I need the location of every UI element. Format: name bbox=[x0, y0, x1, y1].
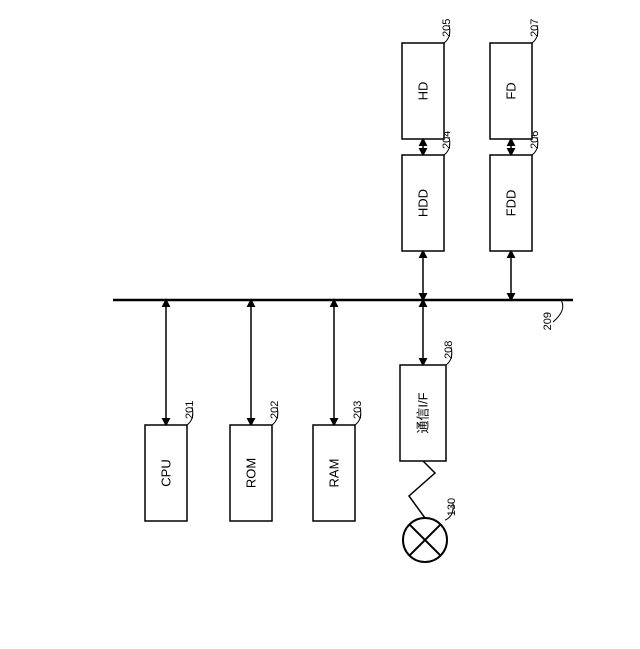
block-ref: 208 bbox=[443, 341, 455, 359]
block-label: ROM bbox=[244, 458, 259, 488]
block-hd: HD 205 bbox=[402, 19, 453, 139]
block-hdd: HDD204 bbox=[402, 131, 453, 251]
block-label: HD bbox=[416, 82, 431, 101]
block-cif: 通信I/F 208 bbox=[400, 341, 455, 461]
network-symbol: 130 bbox=[403, 461, 458, 562]
block-ref: 205 bbox=[441, 19, 453, 37]
network-ref: 130 bbox=[446, 498, 458, 516]
block-label: HDD bbox=[416, 189, 431, 217]
block-fd: FD 207 bbox=[490, 19, 541, 139]
block-label: FDD bbox=[504, 190, 519, 217]
block-label: FD bbox=[504, 82, 519, 99]
block-diagram: 209 CPU201ROM202RAM203HDD204HD205FDD206F… bbox=[0, 0, 640, 649]
block-rom: ROM 202 bbox=[230, 401, 281, 521]
block-ref: 203 bbox=[352, 401, 364, 419]
block-ref: 207 bbox=[529, 19, 541, 37]
blocks: CPU 201 ROM 202 RAM 203 HDD204 HD 205 FDD206 FD 207… bbox=[145, 19, 541, 521]
system-bus: 209 bbox=[113, 300, 573, 330]
block-cpu: CPU 201 bbox=[145, 401, 196, 521]
connectors bbox=[166, 139, 511, 425]
block-label: 通信I/F bbox=[416, 392, 431, 433]
block-label: RAM bbox=[327, 459, 342, 488]
bus-ref: 209 bbox=[542, 312, 554, 330]
block-fdd: FDD206 bbox=[490, 131, 541, 251]
block-ref: 201 bbox=[184, 401, 196, 419]
block-label: CPU bbox=[159, 459, 174, 486]
block-ref: 202 bbox=[269, 401, 281, 419]
block-ram: RAM 203 bbox=[313, 401, 364, 521]
